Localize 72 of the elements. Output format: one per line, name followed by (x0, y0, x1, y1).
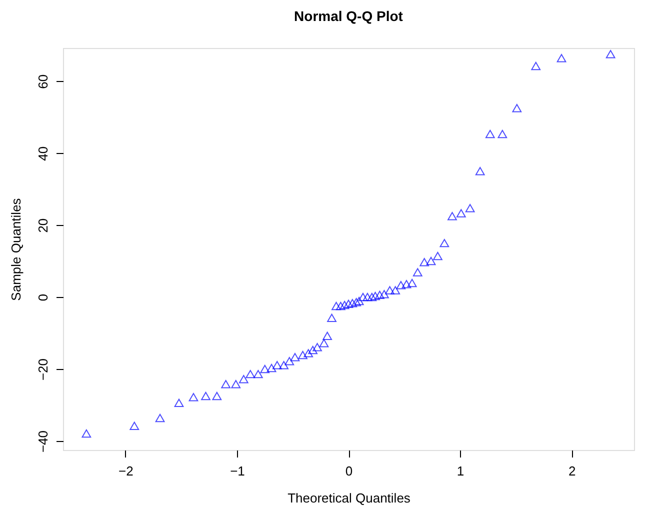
point (266, 364, 276, 372)
point (174, 398, 184, 407)
x-tick-label: −2 (118, 464, 134, 478)
point (304, 349, 314, 358)
y-tick-label: 0 (36, 294, 50, 302)
x-tick-label: 0 (345, 464, 353, 478)
point (475, 166, 485, 176)
point (412, 268, 422, 276)
x-axis-title: Theoretical Quantiles (288, 490, 411, 506)
point (348, 299, 358, 308)
point (498, 130, 508, 138)
point (426, 256, 436, 266)
x-tick-label: 1 (456, 464, 464, 478)
point (385, 286, 394, 294)
point (407, 278, 417, 288)
point (284, 356, 294, 366)
point (260, 364, 270, 374)
point (344, 300, 354, 308)
point (402, 280, 412, 288)
chart-title: Normal Q-Q Plot (294, 8, 404, 24)
point (485, 130, 495, 138)
point (340, 300, 350, 310)
point (390, 286, 400, 294)
point (433, 252, 442, 260)
point (238, 374, 248, 384)
x-tick-label: −1 (230, 464, 245, 478)
point (272, 360, 282, 370)
y-tick-label: −20 (36, 358, 50, 381)
point (246, 370, 256, 378)
point (420, 258, 430, 266)
point (308, 346, 318, 354)
point (362, 292, 372, 302)
y-tick-label: −40 (36, 430, 50, 453)
point (606, 50, 616, 58)
point (448, 212, 457, 220)
point (319, 338, 329, 348)
point (253, 370, 263, 378)
point (352, 298, 361, 306)
point (188, 392, 198, 402)
point (212, 392, 222, 400)
point (221, 380, 231, 388)
point (155, 414, 165, 422)
point (336, 302, 346, 310)
point (82, 429, 92, 438)
point (332, 302, 341, 310)
point (354, 296, 364, 306)
point (322, 332, 332, 340)
point (375, 290, 384, 300)
y-axis-title: Sample Quantiles (8, 198, 24, 301)
point (298, 350, 308, 360)
point (465, 204, 475, 212)
point (358, 292, 368, 302)
point (512, 104, 522, 112)
y-tick-label: 40 (36, 146, 50, 161)
point (290, 353, 300, 362)
point (380, 290, 389, 298)
point (201, 392, 210, 400)
point (456, 209, 466, 218)
x-tick-label: 2 (568, 464, 576, 478)
point (231, 380, 241, 388)
point (396, 281, 406, 290)
point (440, 238, 450, 248)
y-tick-label: 60 (36, 74, 50, 89)
point (367, 292, 377, 302)
point (531, 62, 541, 70)
point (279, 360, 288, 370)
point (312, 342, 322, 352)
point (130, 422, 140, 430)
point (370, 292, 380, 300)
point (327, 314, 336, 322)
point (556, 54, 566, 62)
y-tick-label: 20 (36, 218, 50, 233)
